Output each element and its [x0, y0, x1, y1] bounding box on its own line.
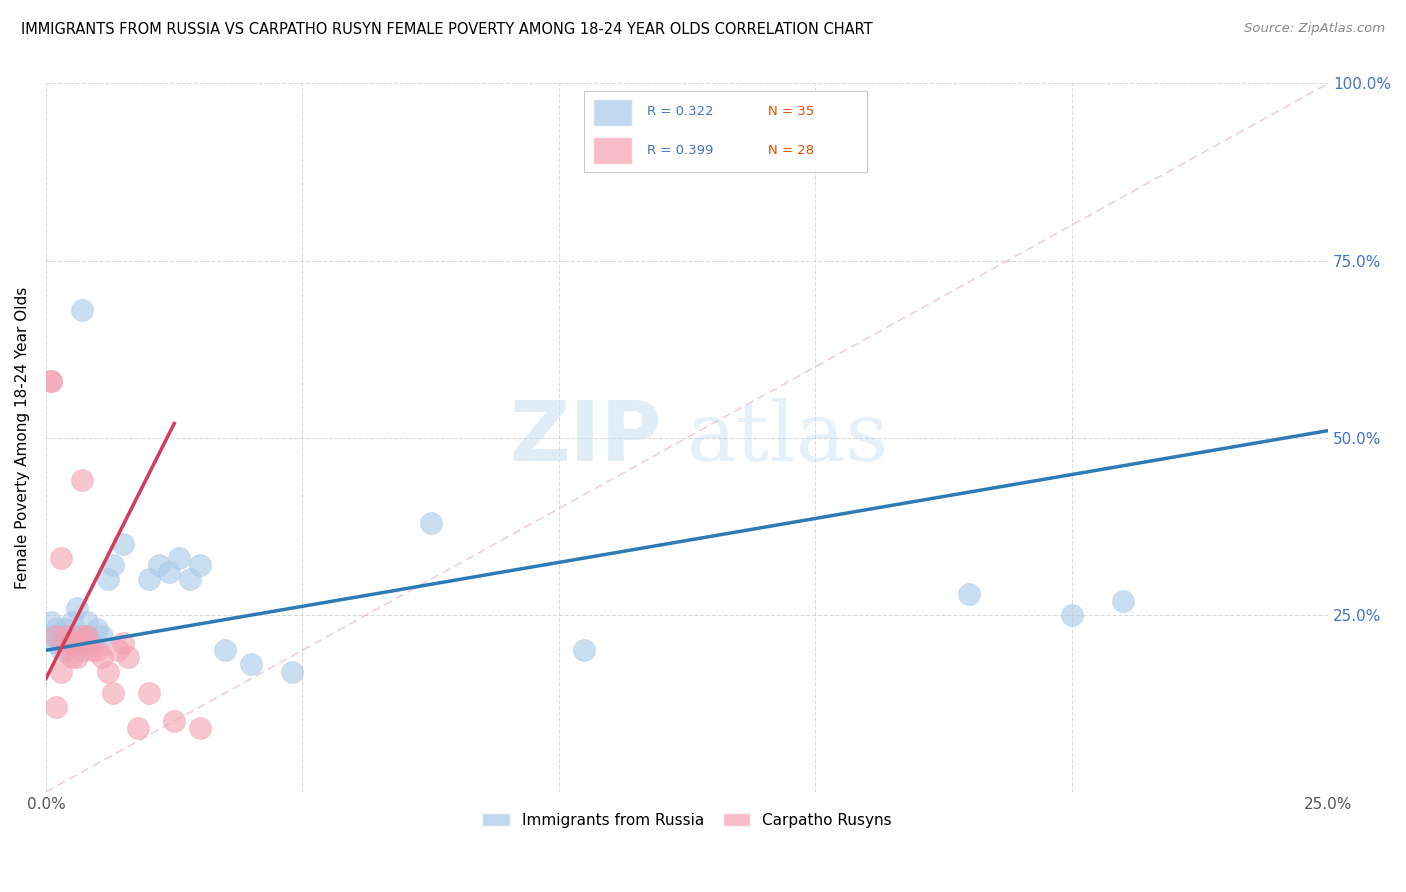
Text: IMMIGRANTS FROM RUSSIA VS CARPATHO RUSYN FEMALE POVERTY AMONG 18-24 YEAR OLDS CO: IMMIGRANTS FROM RUSSIA VS CARPATHO RUSYN… [21, 22, 873, 37]
Point [240, 657, 263, 672]
Point [51, 629, 73, 643]
Point [111, 636, 134, 650]
Text: Source: ZipAtlas.com: Source: ZipAtlas.com [1244, 22, 1385, 36]
Point [45, 629, 67, 643]
Point [86, 622, 108, 636]
Point [51, 551, 73, 566]
Point [60, 636, 83, 650]
Point [82, 636, 104, 650]
Point [574, 643, 596, 657]
Point [419, 516, 441, 530]
Point [55, 622, 77, 636]
Point [157, 566, 180, 580]
Point [39, 374, 62, 388]
Point [70, 643, 93, 657]
Point [45, 622, 67, 636]
Point [51, 643, 73, 657]
Text: atlas: atlas [688, 398, 889, 478]
Point [39, 374, 62, 388]
Point [45, 700, 67, 714]
Point [117, 650, 139, 665]
Point [55, 629, 77, 643]
Point [214, 643, 236, 657]
Point [107, 643, 129, 657]
Point [91, 650, 114, 665]
Point [60, 615, 83, 629]
Point [101, 558, 124, 573]
Point [127, 721, 149, 735]
Point [60, 650, 83, 665]
Point [39, 629, 62, 643]
Point [188, 558, 211, 573]
Point [66, 650, 89, 665]
Point [101, 686, 124, 700]
Point [281, 665, 304, 679]
Point [163, 714, 186, 728]
Point [91, 629, 114, 643]
Point [70, 629, 93, 643]
Point [76, 636, 98, 650]
Point [76, 629, 98, 643]
Point [169, 551, 191, 566]
Point [66, 636, 89, 650]
Point [55, 636, 77, 650]
Text: ZIP: ZIP [509, 397, 661, 478]
Point [111, 537, 134, 551]
Point [188, 721, 211, 735]
Point [96, 573, 118, 587]
Point [1060, 607, 1083, 622]
Point [82, 643, 104, 657]
Point [76, 629, 98, 643]
Point [70, 473, 93, 487]
Point [51, 665, 73, 679]
Point [70, 303, 93, 318]
Point [957, 586, 980, 600]
Point [1112, 593, 1135, 607]
Point [39, 615, 62, 629]
Point [96, 665, 118, 679]
Point [86, 643, 108, 657]
Point [148, 558, 170, 573]
Point [138, 573, 160, 587]
Point [138, 686, 160, 700]
Point [55, 643, 77, 657]
Point [60, 629, 83, 643]
Y-axis label: Female Poverty Among 18-24 Year Olds: Female Poverty Among 18-24 Year Olds [15, 286, 30, 589]
Point [66, 600, 89, 615]
Point [76, 615, 98, 629]
Point [179, 573, 201, 587]
Point [45, 636, 67, 650]
Legend: Immigrants from Russia, Carpatho Rusyns: Immigrants from Russia, Carpatho Rusyns [477, 806, 898, 834]
